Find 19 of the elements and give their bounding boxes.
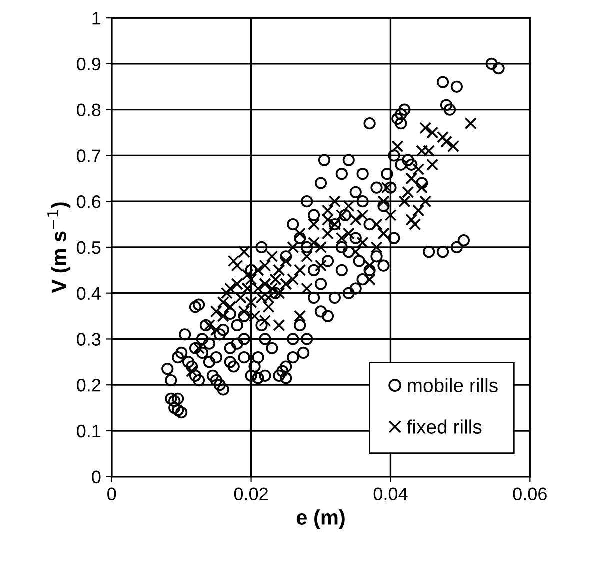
y-tick-label: 0.1 [77, 424, 101, 438]
y-tick-label: 0.2 [77, 379, 101, 392]
x-tick-label: 0 [108, 488, 116, 501]
y-tick-label: 0.6 [77, 196, 101, 208]
x-tick-label: 0.06 [513, 488, 547, 501]
y-tick-label: 0.4 [77, 287, 101, 300]
x-tick-label: 0.04 [374, 488, 408, 501]
legend-label: mobile rills [408, 378, 498, 393]
y-tick-label: 0.7 [77, 150, 101, 162]
x-axis-title: e (m) [296, 510, 345, 530]
y-tick-label: 0.9 [77, 58, 101, 71]
legend-label: fixed rills [407, 420, 482, 434]
y-tick-label: 0.5 [77, 241, 101, 254]
y-tick-label: 0 [92, 470, 101, 484]
y-tick-label: 1 [92, 12, 101, 25]
y-tick-label: 0.3 [77, 333, 101, 346]
x-tick-label: 0.02 [234, 488, 268, 501]
y-axis-title: V (m s$^{−1}$) [48, 202, 71, 294]
y-tick-label: 0.8 [77, 104, 101, 117]
